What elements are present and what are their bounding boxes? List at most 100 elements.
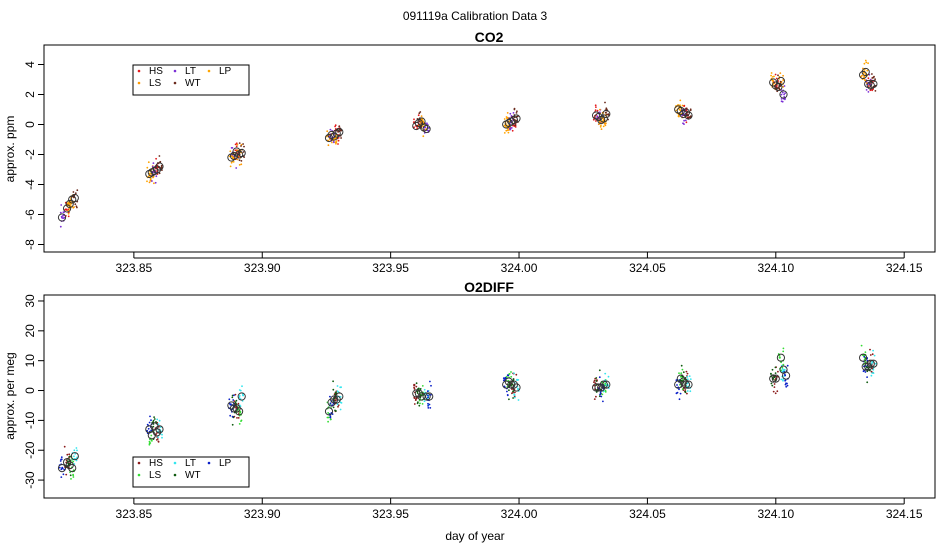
o2diff-data-point <box>59 460 62 462</box>
co2-legend-label: LP <box>219 66 232 77</box>
o2diff-data-point <box>676 391 679 394</box>
o2diff-data-point <box>869 348 871 351</box>
o2diff-data-point <box>685 370 688 373</box>
o2diff-data-point <box>874 362 877 365</box>
co2-data-point <box>229 150 232 153</box>
o2diff-data-point <box>418 404 421 407</box>
o2diff-data-point <box>149 442 152 444</box>
co2-data-point <box>606 113 608 116</box>
o2diff-data-point <box>862 370 865 373</box>
o2diff-data-point <box>776 390 779 393</box>
o2diff-data-point <box>333 397 336 400</box>
co2-data-point <box>151 180 153 182</box>
co2-data-point <box>679 104 681 106</box>
o2diff-data-point <box>872 368 875 371</box>
co2-data-point <box>511 129 514 132</box>
co2-data-point <box>678 108 681 111</box>
o2diff-data-point <box>506 394 509 397</box>
o2diff-mean-marker <box>864 362 873 371</box>
o2diff-data-point <box>782 350 785 353</box>
o2diff-data-point <box>598 376 601 379</box>
o2diff-mean-marker <box>782 371 791 380</box>
o2diff-data-point <box>506 390 508 393</box>
co2-data-point <box>873 75 875 78</box>
co2-data-point <box>506 116 509 119</box>
co2-data-point <box>337 139 340 142</box>
co2-data-point <box>155 157 158 160</box>
o2diff-data-point <box>419 388 422 390</box>
figure-title: 091119a Calibration Data 3 <box>403 9 548 23</box>
co2-mean-marker <box>592 111 601 120</box>
o2diff-data-point <box>73 457 76 460</box>
o2diff-data-point <box>63 468 66 471</box>
co2-y-axis-label: approx. ppm <box>3 116 17 183</box>
co2-data-point <box>59 225 62 228</box>
o2diff-data-point <box>866 370 869 373</box>
o2diff-data-point <box>772 390 775 393</box>
o2diff-data-point <box>329 395 331 398</box>
o2diff-data-point <box>238 423 241 425</box>
co2-data-point <box>595 120 597 122</box>
o2diff-mean-marker <box>68 464 77 473</box>
o2diff-data-point <box>681 388 684 391</box>
o2diff-data-point <box>423 388 426 391</box>
o2diff-data-point <box>688 375 691 377</box>
o2diff-data-point <box>871 353 874 356</box>
co2-data-point <box>782 85 785 88</box>
co2-data-point <box>863 71 866 74</box>
co2-data-point <box>76 189 79 192</box>
o2diff-data-point <box>153 418 156 420</box>
co2-mean-marker <box>859 70 868 80</box>
co2-mean-marker <box>65 199 74 209</box>
co2-data-point <box>780 93 783 96</box>
co2-data-point <box>334 124 337 127</box>
o2diff-data-point <box>864 351 867 354</box>
co2-mean-marker <box>861 67 870 77</box>
o2diff-mean-marker <box>229 404 239 413</box>
o2diff-data-point <box>783 368 786 371</box>
co2-data-point <box>683 123 685 125</box>
co2-data-point <box>337 131 339 133</box>
o2diff-data-point <box>871 372 874 374</box>
o2diff-data-point <box>595 395 597 398</box>
o2diff-data-point <box>239 412 241 414</box>
co2-data-point <box>506 129 509 132</box>
o2diff-data-point <box>148 421 151 424</box>
co2-data-point <box>230 147 233 149</box>
co2-data-point <box>595 106 597 108</box>
o2diff-data-point <box>157 436 160 439</box>
o2diff-data-point <box>604 382 607 385</box>
o2diff-data-point <box>680 379 683 382</box>
o2diff-data-point <box>327 412 329 414</box>
o2diff-data-point <box>427 407 430 409</box>
o2diff-data-point <box>600 395 603 398</box>
o2diff-x-tick-label: 323.90 <box>244 507 281 521</box>
o2diff-data-point <box>419 402 421 405</box>
o2diff-data-point <box>242 393 244 396</box>
o2diff-mean-marker <box>65 461 74 470</box>
o2diff-data-point <box>508 389 510 392</box>
o2diff-data-point <box>72 476 75 478</box>
co2-data-point <box>153 182 155 185</box>
o2diff-x-tick-label: 323.85 <box>116 507 153 521</box>
co2-data-point <box>679 99 682 102</box>
co2-data-point <box>60 215 63 218</box>
co2-mean-marker <box>70 193 79 203</box>
co2-data-point <box>146 166 149 169</box>
o2diff-data-point <box>159 426 162 428</box>
co2-data-point <box>512 112 515 114</box>
co2-data-point <box>780 100 783 103</box>
o2diff-data-point <box>679 392 682 395</box>
co2-legend-marker <box>173 69 177 73</box>
o2diff-data-point <box>60 458 62 461</box>
o2diff-data-point <box>510 375 513 378</box>
o2diff-data-point <box>604 372 607 375</box>
co2-mean-marker <box>602 109 611 119</box>
o2diff-x-tick-label: 323.95 <box>372 507 409 521</box>
co2-data-point <box>66 202 69 205</box>
o2diff-data-point <box>602 400 604 403</box>
o2diff-mean-marker <box>507 380 516 389</box>
o2diff-mean-marker <box>324 407 334 416</box>
o2diff-data-point <box>782 379 784 382</box>
co2-data-point <box>683 119 685 122</box>
